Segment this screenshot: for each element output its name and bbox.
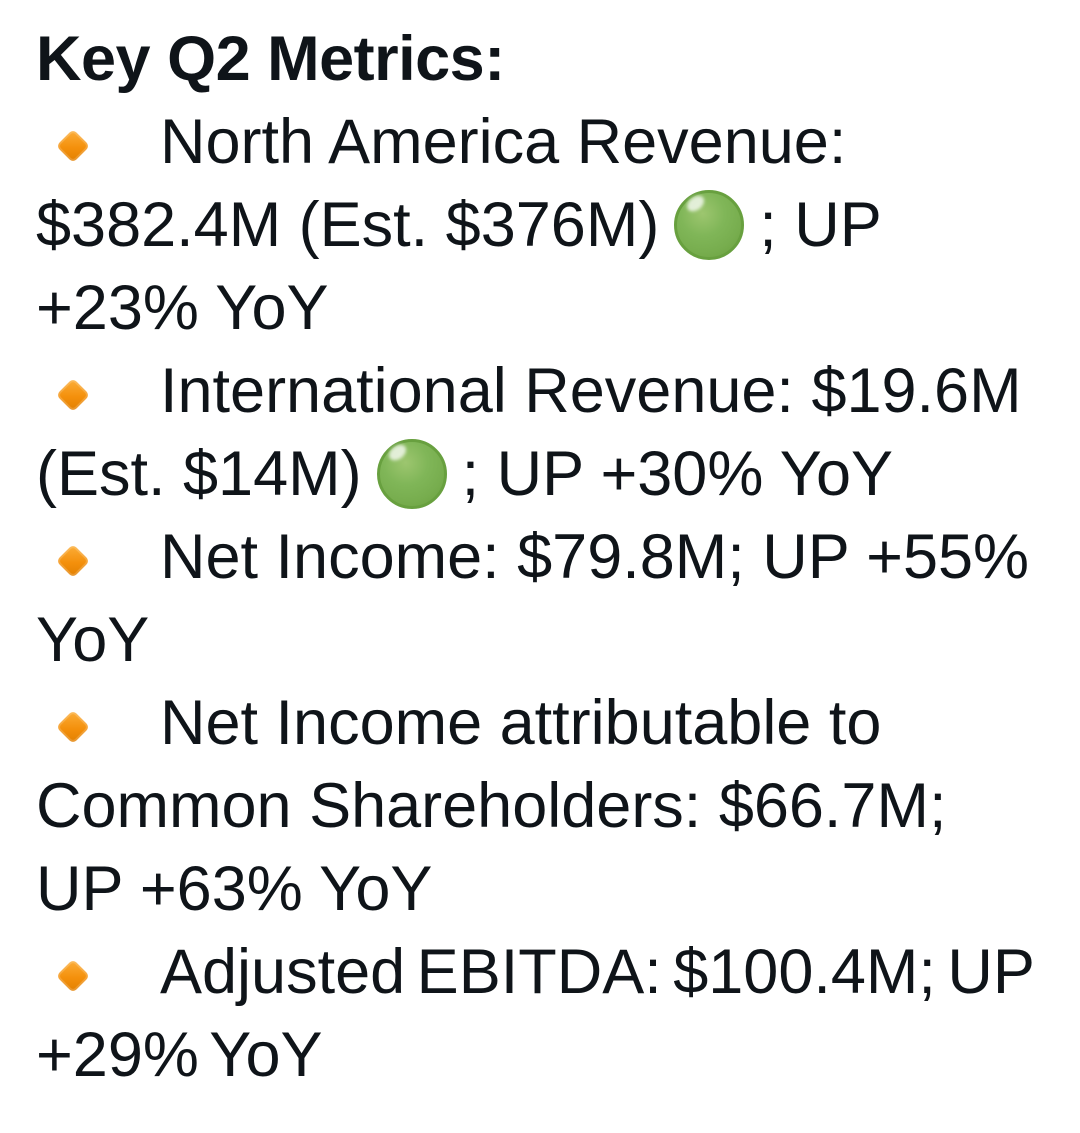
green-circle-indicator-icon — [674, 190, 745, 260]
metric-text: ; UP +23% YoY — [36, 190, 881, 343]
orange-diamond-bullet-icon — [56, 129, 90, 163]
section-heading: Key Q2 Metrics: — [36, 24, 505, 94]
metric-text: ; UP +30% YoY — [461, 439, 894, 509]
metric-item-net-income-common-shareholders: Net Income attributable to Common Shareh… — [36, 682, 1038, 931]
metric-item-north-america-revenue: North America Revenue: $382.4M (Est. $37… — [36, 101, 1038, 350]
metric-text: International Revenue: $19.6M (Est. $14M… — [36, 356, 1022, 509]
orange-diamond-bullet-icon — [56, 544, 90, 578]
metric-text: Net Income attributable to Common Shareh… — [36, 688, 947, 924]
metric-item-adjusted-ebitda: Adjusted EBITDA: $100.4M; UP +29% YoY — [36, 931, 1038, 1097]
metric-item-international-revenue: International Revenue: $19.6M (Est. $14M… — [36, 350, 1038, 516]
orange-diamond-bullet-icon — [56, 710, 90, 744]
orange-diamond-bullet-icon — [56, 378, 90, 412]
orange-diamond-bullet-icon — [56, 959, 90, 993]
metric-item-net-income: Net Income: $79.8M; UP +55% YoY — [36, 516, 1038, 682]
metric-text: North America Revenue: $382.4M (Est. $37… — [36, 107, 847, 260]
metric-text: Net Income: $79.8M; UP +55% YoY — [36, 522, 1030, 675]
green-circle-indicator-icon — [376, 439, 447, 509]
metric-text: Adjusted EBITDA: $100.4M; UP +29% YoY — [36, 937, 1034, 1090]
post-text-snippet: Key Q2 Metrics: North America Revenue: $… — [0, 0, 1080, 1097]
